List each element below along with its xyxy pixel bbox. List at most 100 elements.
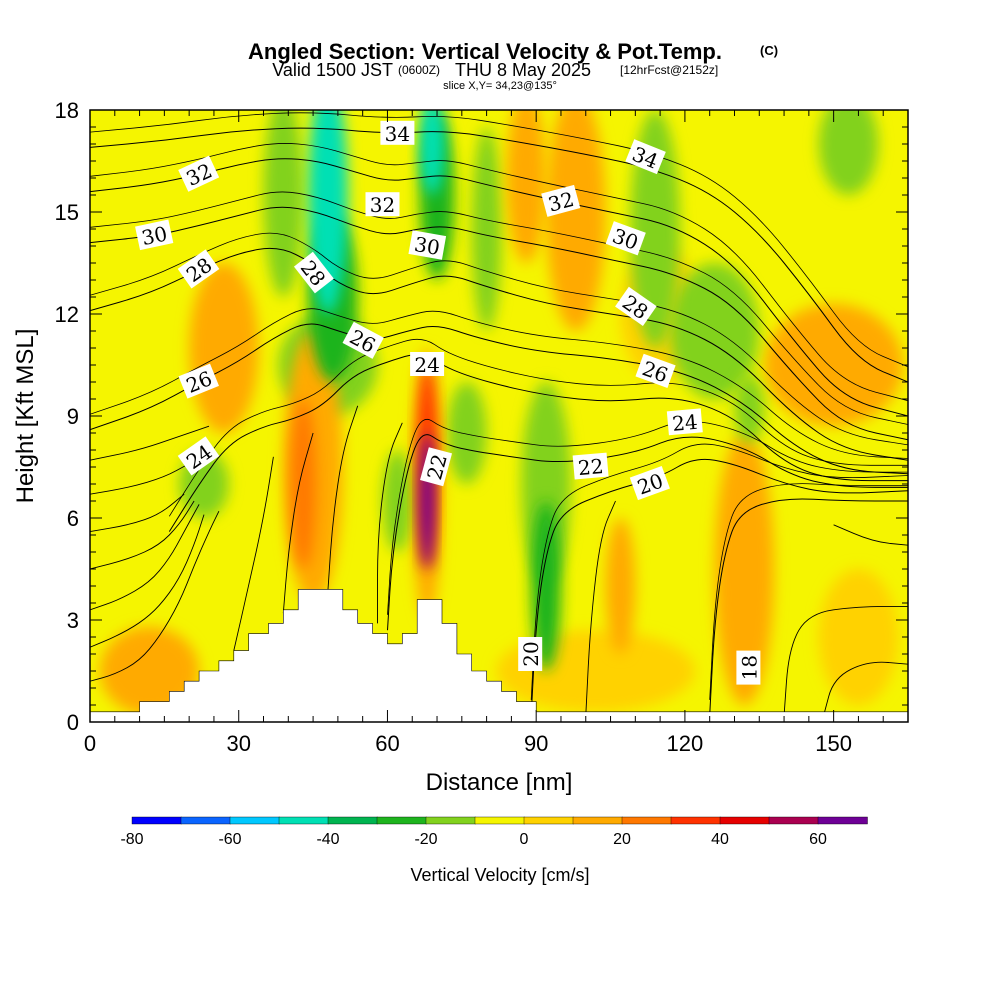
x-axis-label: Distance [nm] xyxy=(426,769,573,796)
contour-label-box xyxy=(135,219,174,251)
theta-contour-26 xyxy=(90,323,908,475)
colorbar-tick-label: -20 xyxy=(414,831,437,848)
vv-region xyxy=(521,382,571,586)
contour-label: 24 xyxy=(410,352,445,377)
contour-label-text: 34 xyxy=(385,122,410,146)
colorbar: -80 -60 -40 -20 0 20 40 60 xyxy=(120,816,868,848)
y-tick-label: 6 xyxy=(67,506,79,531)
vv-region xyxy=(419,110,445,195)
contour-label-box xyxy=(518,637,543,671)
colorbar-tick-label: -40 xyxy=(316,831,339,848)
vv-region xyxy=(734,375,765,444)
theta-contour-line xyxy=(709,483,908,700)
colorbar-swatch xyxy=(719,816,770,825)
contour-label-box xyxy=(178,155,220,192)
contour-label-box xyxy=(615,286,657,326)
contour-label-box xyxy=(420,447,453,487)
theta-contour-30 xyxy=(90,206,908,441)
contour-label-text: 32 xyxy=(370,193,395,217)
x-tick-label: 0 xyxy=(84,731,96,756)
colorbar-swatch xyxy=(425,816,476,825)
contour-label: 20 xyxy=(518,637,543,671)
colorbar-swatch xyxy=(768,816,819,825)
colorbar-label: Vertical Velocity [cm/s] xyxy=(410,865,589,885)
vv-region xyxy=(189,263,259,433)
colorbar-tick-label: 60 xyxy=(809,831,827,848)
colorbar-tick-label: -60 xyxy=(218,831,241,848)
contour-label-text: 20 xyxy=(519,641,543,666)
colorbar-swatch xyxy=(572,816,623,825)
contour-label: 24 xyxy=(666,408,703,436)
contour-label-box xyxy=(541,184,581,217)
chart-titles: Angled Section: Vertical Velocity & Pot.… xyxy=(248,39,778,92)
vv-region xyxy=(714,433,775,705)
colorbar-swatch xyxy=(474,816,525,825)
vv-region xyxy=(531,501,561,671)
vv-region xyxy=(446,382,487,484)
contour-label-text: 18 xyxy=(737,655,761,680)
contour-label-box xyxy=(410,352,445,376)
contour-label: 18 xyxy=(736,650,761,685)
theta-contour-line xyxy=(90,232,908,446)
colorbar-swatch xyxy=(229,816,280,825)
chart-title-tag: (C) xyxy=(760,43,778,58)
x-tick-label: 60 xyxy=(375,731,399,756)
theta-contour-line xyxy=(530,443,908,700)
vv-region xyxy=(290,399,316,569)
contour-label-box xyxy=(380,120,415,145)
colorbar-tick-label: 40 xyxy=(711,831,729,848)
theta-contour-line xyxy=(377,422,403,624)
theta-contour-line xyxy=(585,500,616,716)
theta-contour-line xyxy=(387,418,908,615)
vv-region xyxy=(630,110,680,348)
contour-label-box xyxy=(625,139,666,175)
colorbar-swatch xyxy=(327,816,378,825)
contour-label-box xyxy=(736,650,761,685)
contour-label: 30 xyxy=(408,230,447,260)
theta-contour-line xyxy=(833,524,908,546)
contour-label-box xyxy=(342,321,384,359)
theta-contour-line xyxy=(90,308,908,459)
contour-label-box xyxy=(408,230,447,260)
colorbar-swatch xyxy=(817,816,868,825)
theta-contour-line xyxy=(90,500,195,570)
contour-label-text: 24 xyxy=(414,353,439,377)
contour-label-box xyxy=(177,249,220,289)
y-tick-label: 18 xyxy=(55,98,79,123)
colorbar-swatch xyxy=(670,816,721,825)
y-axis: 0 3 6 9 12 15 18 xyxy=(55,98,908,735)
x-tick-label: 120 xyxy=(667,731,704,756)
theta-contour-line xyxy=(327,405,359,590)
contour-label-text: 30 xyxy=(412,232,441,260)
chart-title: Angled Section: Vertical Velocity & Pot.… xyxy=(248,39,722,64)
colorbar-swatch xyxy=(523,816,574,825)
theta-contour-line xyxy=(783,605,908,716)
terrain xyxy=(90,589,908,722)
theta-contour-line xyxy=(90,425,210,461)
contour-label: 32 xyxy=(365,192,400,217)
theta-contour-line xyxy=(90,514,205,648)
x-axis: 0 30 60 90 120 150 xyxy=(84,110,909,756)
subtitle-date: THU 8 May 2025 xyxy=(455,60,591,80)
vv-region xyxy=(818,110,879,195)
vv-region xyxy=(263,110,304,297)
theta-contour-line xyxy=(90,504,200,611)
contour-label-box xyxy=(572,452,609,480)
theta-contour-line xyxy=(90,493,185,533)
vv-region xyxy=(382,450,413,552)
contour-label-box xyxy=(666,408,703,436)
vv-region xyxy=(506,110,547,263)
theta-contour-line xyxy=(90,143,908,402)
y-tick-label: 12 xyxy=(55,302,79,327)
theta-contour-line xyxy=(90,112,908,368)
theta-contour-28 xyxy=(90,247,908,461)
contour-label-box xyxy=(365,192,400,217)
contour-label-box xyxy=(605,221,646,256)
x-tick-label: 90 xyxy=(524,731,548,756)
y-axis-label: Height [Kft MSL] xyxy=(12,329,39,504)
colorbar-tick-label: -80 xyxy=(120,831,143,848)
colorbar-swatch xyxy=(376,816,427,825)
contour-label-box xyxy=(178,363,219,399)
